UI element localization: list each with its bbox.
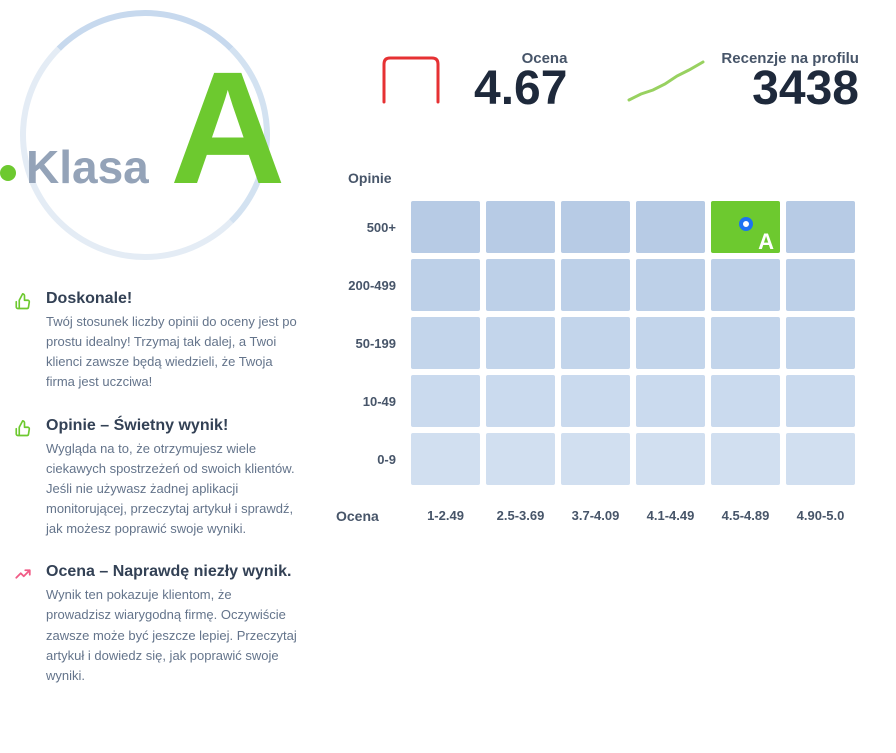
row-label: 50-199 — [332, 336, 408, 351]
grid-chart: Opinie 500+ A 200-499 50-199 10-49 0-9 Ocena1… — [332, 170, 858, 524]
thumbs-up-icon — [14, 419, 32, 437]
klasa-dot — [0, 165, 16, 181]
stat-rating-value: 4.67 — [474, 63, 567, 116]
info-item: Doskonale! Twój stosunek liczby opinii d… — [8, 290, 300, 393]
info-body: Wynik ten pokazuje klientom, że prowadzi… — [46, 585, 300, 686]
row-label: 10-49 — [332, 394, 408, 409]
x-axis-row: Ocena1-2.492.5-3.693.7-4.094.1-4.494.5-4… — [332, 508, 858, 524]
thumbs-up-icon — [14, 292, 32, 310]
row-label: 500+ — [332, 220, 408, 235]
grid-cell — [486, 259, 555, 311]
grid-cell — [561, 201, 630, 253]
klasa-label: Klasa — [26, 140, 149, 194]
info-body: Twój stosunek liczby opinii do oceny jes… — [46, 312, 300, 393]
col-label: 4.5-4.89 — [708, 508, 783, 524]
grid-cell — [561, 317, 630, 369]
klasa-badge: Klasa A — [0, 0, 300, 270]
stat-rating: Ocena 4.67 — [380, 50, 567, 116]
grid-cell — [486, 201, 555, 253]
info-list: Doskonale! Twój stosunek liczby opinii d… — [0, 290, 300, 710]
info-item: Opinie – Świetny wynik! Wygląda na to, ż… — [8, 417, 300, 540]
grid-cell — [636, 375, 705, 427]
grid-cell: A — [711, 201, 780, 253]
col-label: 4.1-4.49 — [633, 508, 708, 524]
col-label: 2.5-3.69 — [483, 508, 558, 524]
info-title: Ocena – Naprawdę niezły wynik. — [46, 563, 300, 581]
grid-cell — [636, 259, 705, 311]
grid-cell — [411, 433, 480, 485]
col-label: 3.7-4.09 — [558, 508, 633, 524]
grid-cell — [411, 201, 480, 253]
reviews-sparkline-icon — [627, 54, 707, 110]
grid-cell — [786, 259, 855, 311]
x-axis-title: Ocena — [332, 508, 408, 524]
grid-cell — [561, 433, 630, 485]
grid-cell — [786, 433, 855, 485]
info-item: Ocena – Naprawdę niezły wynik. Wynik ten… — [8, 563, 300, 686]
grid-cell — [786, 201, 855, 253]
rating-sparkline-icon — [380, 54, 460, 110]
grid-cell — [636, 201, 705, 253]
grid-cell — [711, 259, 780, 311]
grid-cell — [411, 259, 480, 311]
row-label: 200-499 — [332, 278, 408, 293]
grid-cell — [561, 259, 630, 311]
stats-row: Ocena 4.67 Recenzje na profilu 3438 — [380, 50, 896, 116]
grid-cell — [486, 375, 555, 427]
grid-cell — [636, 317, 705, 369]
grid-cell — [711, 317, 780, 369]
klasa-grade: A — [170, 48, 280, 208]
grid-cell — [786, 317, 855, 369]
grid-cell — [486, 433, 555, 485]
stat-reviews: Recenzje na profilu 3438 — [627, 50, 859, 116]
grid-cell — [486, 317, 555, 369]
info-title: Doskonale! — [46, 290, 300, 308]
col-label: 4.90-5.0 — [783, 508, 858, 524]
grid-cell — [411, 375, 480, 427]
y-axis-title: Opinie — [332, 170, 858, 186]
info-body: Wygląda na to, że otrzymujesz wiele ciek… — [46, 439, 300, 540]
highlight-dot — [739, 217, 753, 231]
info-title: Opinie – Świetny wynik! — [46, 417, 300, 435]
grid-cell — [636, 433, 705, 485]
grid-cell — [561, 375, 630, 427]
grid-cell — [711, 433, 780, 485]
grid-body: 500+ A 200-499 50-199 10-49 0-9 — [332, 198, 858, 488]
trend-up-icon — [14, 565, 32, 583]
grid-cell — [711, 375, 780, 427]
grid-cell — [786, 375, 855, 427]
stat-reviews-value: 3438 — [752, 63, 859, 116]
col-label: 1-2.49 — [408, 508, 483, 524]
row-label: 0-9 — [332, 452, 408, 467]
highlight-letter: A — [758, 229, 774, 255]
grid-cell — [411, 317, 480, 369]
left-column: Klasa A Doskonale! Twój stosunek liczby … — [0, 0, 300, 270]
